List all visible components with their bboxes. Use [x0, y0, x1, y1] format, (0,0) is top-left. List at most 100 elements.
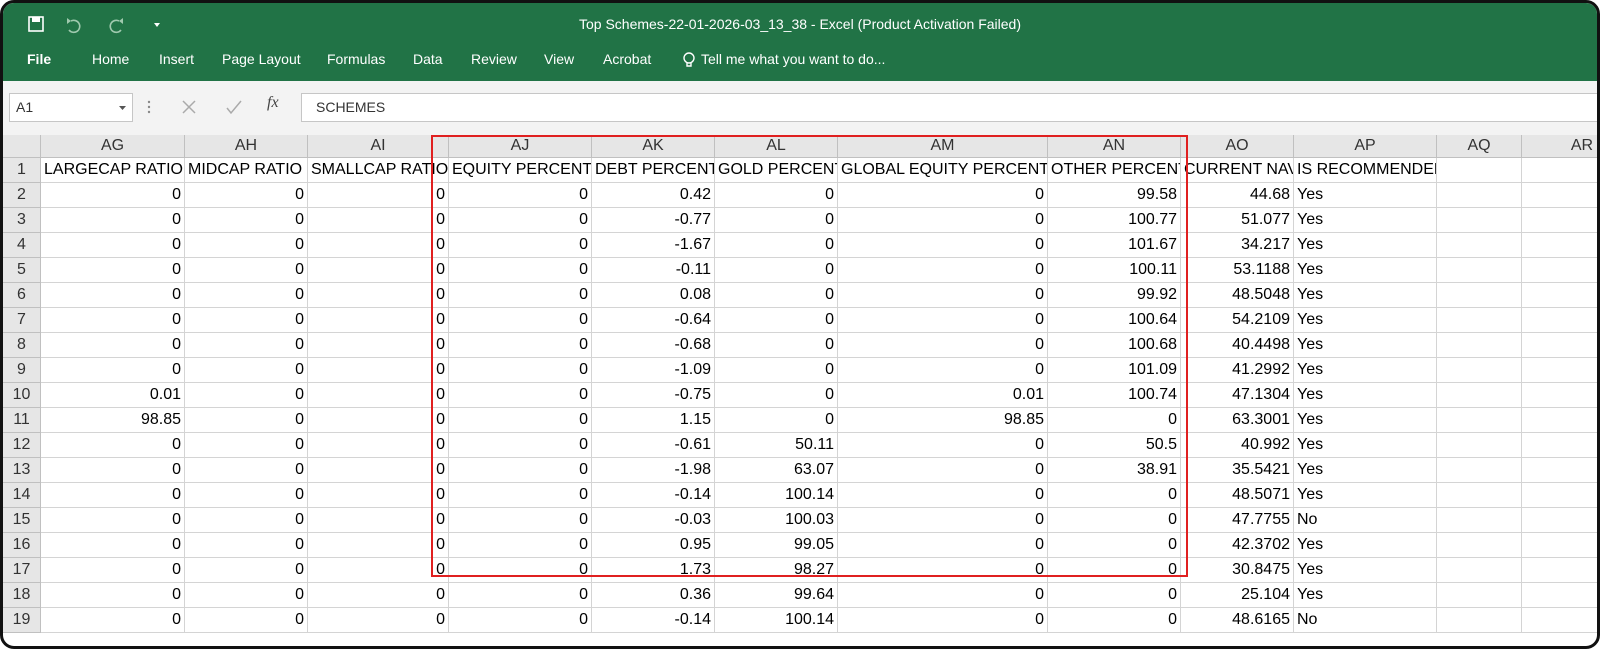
- cell[interactable]: 100.14: [715, 608, 838, 633]
- header-cell[interactable]: OTHER PERCENT: [1048, 158, 1181, 183]
- row-header[interactable]: 11: [3, 408, 41, 433]
- cell[interactable]: 0: [185, 433, 308, 458]
- cell[interactable]: 0: [715, 233, 838, 258]
- cell[interactable]: 0: [308, 308, 449, 333]
- cell[interactable]: 0: [838, 208, 1048, 233]
- cell[interactable]: 0: [185, 233, 308, 258]
- column-header[interactable]: AR: [1522, 135, 1597, 158]
- cell[interactable]: Yes: [1294, 208, 1437, 233]
- cell[interactable]: 41.2992: [1181, 358, 1294, 383]
- cell[interactable]: 47.7755: [1181, 508, 1294, 533]
- cell[interactable]: 48.5048: [1181, 283, 1294, 308]
- cell[interactable]: Yes: [1294, 183, 1437, 208]
- cell[interactable]: [1522, 233, 1597, 258]
- cell[interactable]: 0: [715, 308, 838, 333]
- cell[interactable]: 0: [838, 358, 1048, 383]
- cell[interactable]: 0: [308, 333, 449, 358]
- cell[interactable]: 0: [308, 283, 449, 308]
- cell[interactable]: [1522, 208, 1597, 233]
- cell[interactable]: [1437, 383, 1522, 408]
- cell[interactable]: 0: [838, 583, 1048, 608]
- cell[interactable]: 99.05: [715, 533, 838, 558]
- cell[interactable]: 0: [1048, 483, 1181, 508]
- row-header[interactable]: 9: [3, 358, 41, 383]
- cell[interactable]: Yes: [1294, 283, 1437, 308]
- cell[interactable]: 99.64: [715, 583, 838, 608]
- row-header[interactable]: 3: [3, 208, 41, 233]
- cell[interactable]: 0: [308, 483, 449, 508]
- header-cell[interactable]: GOLD PERCENT: [715, 158, 838, 183]
- cell[interactable]: Yes: [1294, 383, 1437, 408]
- cell[interactable]: Yes: [1294, 408, 1437, 433]
- row-header[interactable]: 12: [3, 433, 41, 458]
- header-cell[interactable]: EQUITY PERCENT: [449, 158, 592, 183]
- cell[interactable]: 0: [715, 283, 838, 308]
- cell[interactable]: 0: [41, 358, 185, 383]
- cell[interactable]: 48.6165: [1181, 608, 1294, 633]
- ribbon-tab[interactable]: File: [27, 51, 52, 67]
- cell[interactable]: [1437, 508, 1522, 533]
- cell[interactable]: 0: [41, 183, 185, 208]
- cell[interactable]: 0: [308, 458, 449, 483]
- cell[interactable]: [1522, 358, 1597, 383]
- column-header[interactable]: AI: [308, 135, 449, 158]
- header-cell[interactable]: [1437, 158, 1522, 183]
- cell[interactable]: 40.992: [1181, 433, 1294, 458]
- cell[interactable]: [1522, 308, 1597, 333]
- cell[interactable]: 0: [449, 483, 592, 508]
- cell[interactable]: 0: [308, 408, 449, 433]
- cell[interactable]: 0: [449, 283, 592, 308]
- cell[interactable]: [1437, 483, 1522, 508]
- ribbon-tab[interactable]: Review: [471, 51, 517, 67]
- cell[interactable]: 51.077: [1181, 208, 1294, 233]
- cell[interactable]: -0.03: [592, 508, 715, 533]
- cell[interactable]: 0: [449, 333, 592, 358]
- cell[interactable]: 0: [41, 483, 185, 508]
- cell[interactable]: 0: [449, 458, 592, 483]
- cell[interactable]: 0: [185, 533, 308, 558]
- row-header[interactable]: 5: [3, 258, 41, 283]
- row-header[interactable]: 7: [3, 308, 41, 333]
- cell[interactable]: 0: [185, 408, 308, 433]
- cell[interactable]: 0: [715, 333, 838, 358]
- cell[interactable]: 0: [449, 408, 592, 433]
- cell[interactable]: [1522, 508, 1597, 533]
- tell-me-box[interactable]: Tell me what you want to do...: [701, 51, 886, 67]
- row-header[interactable]: 14: [3, 483, 41, 508]
- cell[interactable]: 0: [185, 608, 308, 633]
- cell[interactable]: Yes: [1294, 433, 1437, 458]
- cell[interactable]: 0: [449, 583, 592, 608]
- row-header[interactable]: 19: [3, 608, 41, 633]
- cell[interactable]: 0: [838, 308, 1048, 333]
- cell[interactable]: 0: [41, 583, 185, 608]
- cell[interactable]: 0: [308, 233, 449, 258]
- cell[interactable]: [1522, 458, 1597, 483]
- cell[interactable]: 0: [715, 383, 838, 408]
- ribbon-tab[interactable]: Formulas: [327, 51, 386, 67]
- cell[interactable]: 0: [1048, 558, 1181, 583]
- row-header[interactable]: 4: [3, 233, 41, 258]
- cell[interactable]: 100.68: [1048, 333, 1181, 358]
- cell[interactable]: [1522, 408, 1597, 433]
- ribbon-tab[interactable]: Acrobat: [603, 51, 652, 67]
- cell[interactable]: [1437, 558, 1522, 583]
- cell[interactable]: 0: [41, 258, 185, 283]
- fx-button[interactable]: fx: [267, 94, 279, 111]
- cell[interactable]: 38.91: [1048, 458, 1181, 483]
- cell[interactable]: No: [1294, 608, 1437, 633]
- cell[interactable]: 34.217: [1181, 233, 1294, 258]
- cell[interactable]: [1437, 358, 1522, 383]
- cell[interactable]: 0: [1048, 408, 1181, 433]
- cell[interactable]: 100.77: [1048, 208, 1181, 233]
- cell[interactable]: 0: [838, 458, 1048, 483]
- row-header[interactable]: 13: [3, 458, 41, 483]
- cell[interactable]: 0: [838, 483, 1048, 508]
- cell[interactable]: 0: [449, 508, 592, 533]
- cell[interactable]: 0: [185, 508, 308, 533]
- row-header[interactable]: 1: [3, 158, 41, 183]
- cell[interactable]: 0: [449, 433, 592, 458]
- cell[interactable]: 0: [185, 383, 308, 408]
- cell[interactable]: 99.58: [1048, 183, 1181, 208]
- row-header[interactable]: 2: [3, 183, 41, 208]
- cell[interactable]: 0: [308, 558, 449, 583]
